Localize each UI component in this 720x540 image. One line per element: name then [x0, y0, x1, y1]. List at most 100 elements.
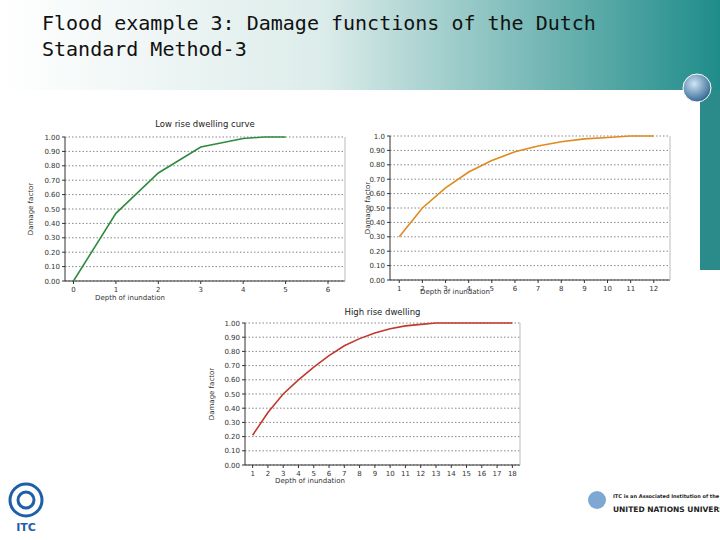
- x-tick-label: 15: [462, 470, 471, 478]
- y-tick-label: 0.10: [224, 447, 240, 455]
- grid-line: [245, 337, 520, 338]
- y-tick-label: 0.40: [44, 220, 60, 228]
- frame-right: [520, 323, 521, 465]
- grid-line: [245, 351, 520, 352]
- damage-curve: [399, 136, 654, 237]
- plot-background: [390, 136, 670, 280]
- y-tick-label: 0.70: [44, 177, 60, 185]
- y-axis-label: Damage factor: [27, 183, 35, 235]
- slide-canvas: Flood example 3: Damage functions of the…: [0, 0, 720, 540]
- y-tick-label: 0.10: [44, 263, 60, 271]
- x-tick-label: 6: [326, 286, 331, 294]
- x-tick-label: 3: [199, 286, 203, 294]
- grid-line: [245, 394, 520, 395]
- x-tick-label: 2: [266, 470, 270, 478]
- x-tick-label: 8: [357, 470, 361, 478]
- x-tick-label: 11: [626, 285, 635, 293]
- logo-ring: [10, 484, 42, 516]
- y-tick-label: 0.40: [224, 405, 240, 413]
- logo-text: ITC: [16, 521, 36, 534]
- x-tick-label: 10: [386, 470, 395, 478]
- grid-line: [65, 223, 345, 224]
- chart: 0.000.100.200.300.400.500.600.700.800.90…: [27, 119, 345, 302]
- grid-line: [390, 222, 670, 223]
- y-tick-label: 0.50: [44, 206, 60, 214]
- grid-line: [390, 193, 670, 194]
- x-tick-label: 13: [432, 470, 441, 478]
- logo-ring: [18, 492, 34, 508]
- x-tick-label: 12: [649, 285, 658, 293]
- y-tick-label: 0.20: [44, 249, 60, 257]
- y-axis-label: Damage factor: [364, 182, 372, 234]
- y-tick-label: 0.80: [224, 348, 240, 356]
- partner-text: UNITED NATIONS UNIVERSITY: [613, 505, 720, 514]
- header-band: [0, 0, 720, 90]
- grid-line: [245, 365, 520, 366]
- y-tick-label: 0.00: [44, 278, 60, 286]
- y-tick-label: 0.30: [224, 419, 240, 427]
- x-tick-label: 1: [250, 470, 254, 478]
- chart: 0.000.100.200.300.400.500.600.700.800.90…: [208, 307, 520, 485]
- y-tick-label: 0.60: [44, 191, 60, 199]
- grid-line: [390, 280, 670, 281]
- damage-curve: [73, 137, 285, 281]
- y-tick-label: 0.50: [224, 391, 240, 399]
- grid-line: [245, 379, 520, 380]
- grid-line: [245, 422, 520, 423]
- y-tick-label: 0.70: [224, 362, 240, 370]
- grid-line: [65, 209, 345, 210]
- x-tick-label: 9: [373, 470, 377, 478]
- grid-line: [390, 164, 670, 165]
- grid-line: [65, 237, 345, 238]
- x-tick-label: 2: [156, 286, 160, 294]
- chart-title: High rise dwelling: [345, 307, 421, 317]
- x-tick-label: 12: [416, 470, 425, 478]
- y-tick-label: 0.20: [369, 248, 385, 256]
- x-tick-label: 9: [582, 285, 586, 293]
- y-tick-label: 0.10: [369, 262, 385, 270]
- grid-line: [390, 236, 670, 237]
- grid-line: [390, 265, 670, 266]
- y-axis: [245, 323, 246, 465]
- y-axis-label: Damage factor: [208, 368, 216, 420]
- y-tick-label: 0.60: [224, 376, 240, 384]
- x-tick-label: 5: [490, 285, 494, 293]
- frame-right: [345, 137, 346, 281]
- globe-icon: [683, 74, 711, 102]
- grid-line: [390, 150, 670, 151]
- grid-line: [65, 180, 345, 181]
- y-axis: [390, 136, 391, 280]
- slide-title: Standard Method-3: [42, 37, 247, 61]
- plot-background: [65, 137, 345, 281]
- y-tick-label: 0.80: [369, 161, 385, 169]
- y-tick-label: 0.00: [369, 277, 385, 285]
- grid-line: [65, 281, 345, 282]
- x-axis: [245, 465, 520, 466]
- x-tick-label: 5: [283, 286, 287, 294]
- x-tick-label: 1: [114, 286, 118, 294]
- grid-line: [65, 194, 345, 195]
- x-axis: [65, 281, 345, 282]
- y-tick-label: 0.90: [44, 148, 60, 156]
- x-axis-label: Depth of inundation: [420, 288, 490, 296]
- grid-line: [245, 465, 520, 466]
- x-axis-label: Depth of inundation: [275, 477, 345, 485]
- y-tick-label: 0.20: [224, 433, 240, 441]
- grid-line: [390, 251, 670, 252]
- slide-title: Flood example 3: Damage functions of the…: [42, 11, 596, 35]
- x-tick-label: 0: [71, 286, 75, 294]
- x-tick-label: 14: [447, 470, 456, 478]
- x-tick-label: 11: [401, 470, 410, 478]
- x-tick-label: 4: [241, 286, 246, 294]
- x-tick-label: 17: [493, 470, 502, 478]
- y-tick-label: 0.30: [44, 234, 60, 242]
- grid-line: [65, 137, 345, 138]
- un-emblem: [588, 491, 606, 509]
- chart-title: Low rise dwelling curve: [155, 119, 255, 129]
- x-tick-label: 1: [397, 285, 401, 293]
- x-axis-label: Depth of inundation: [95, 294, 165, 302]
- frame-right: [670, 136, 671, 280]
- y-tick-label: 0.00: [224, 462, 240, 470]
- damage-curve: [253, 323, 513, 435]
- grid-line: [245, 450, 520, 451]
